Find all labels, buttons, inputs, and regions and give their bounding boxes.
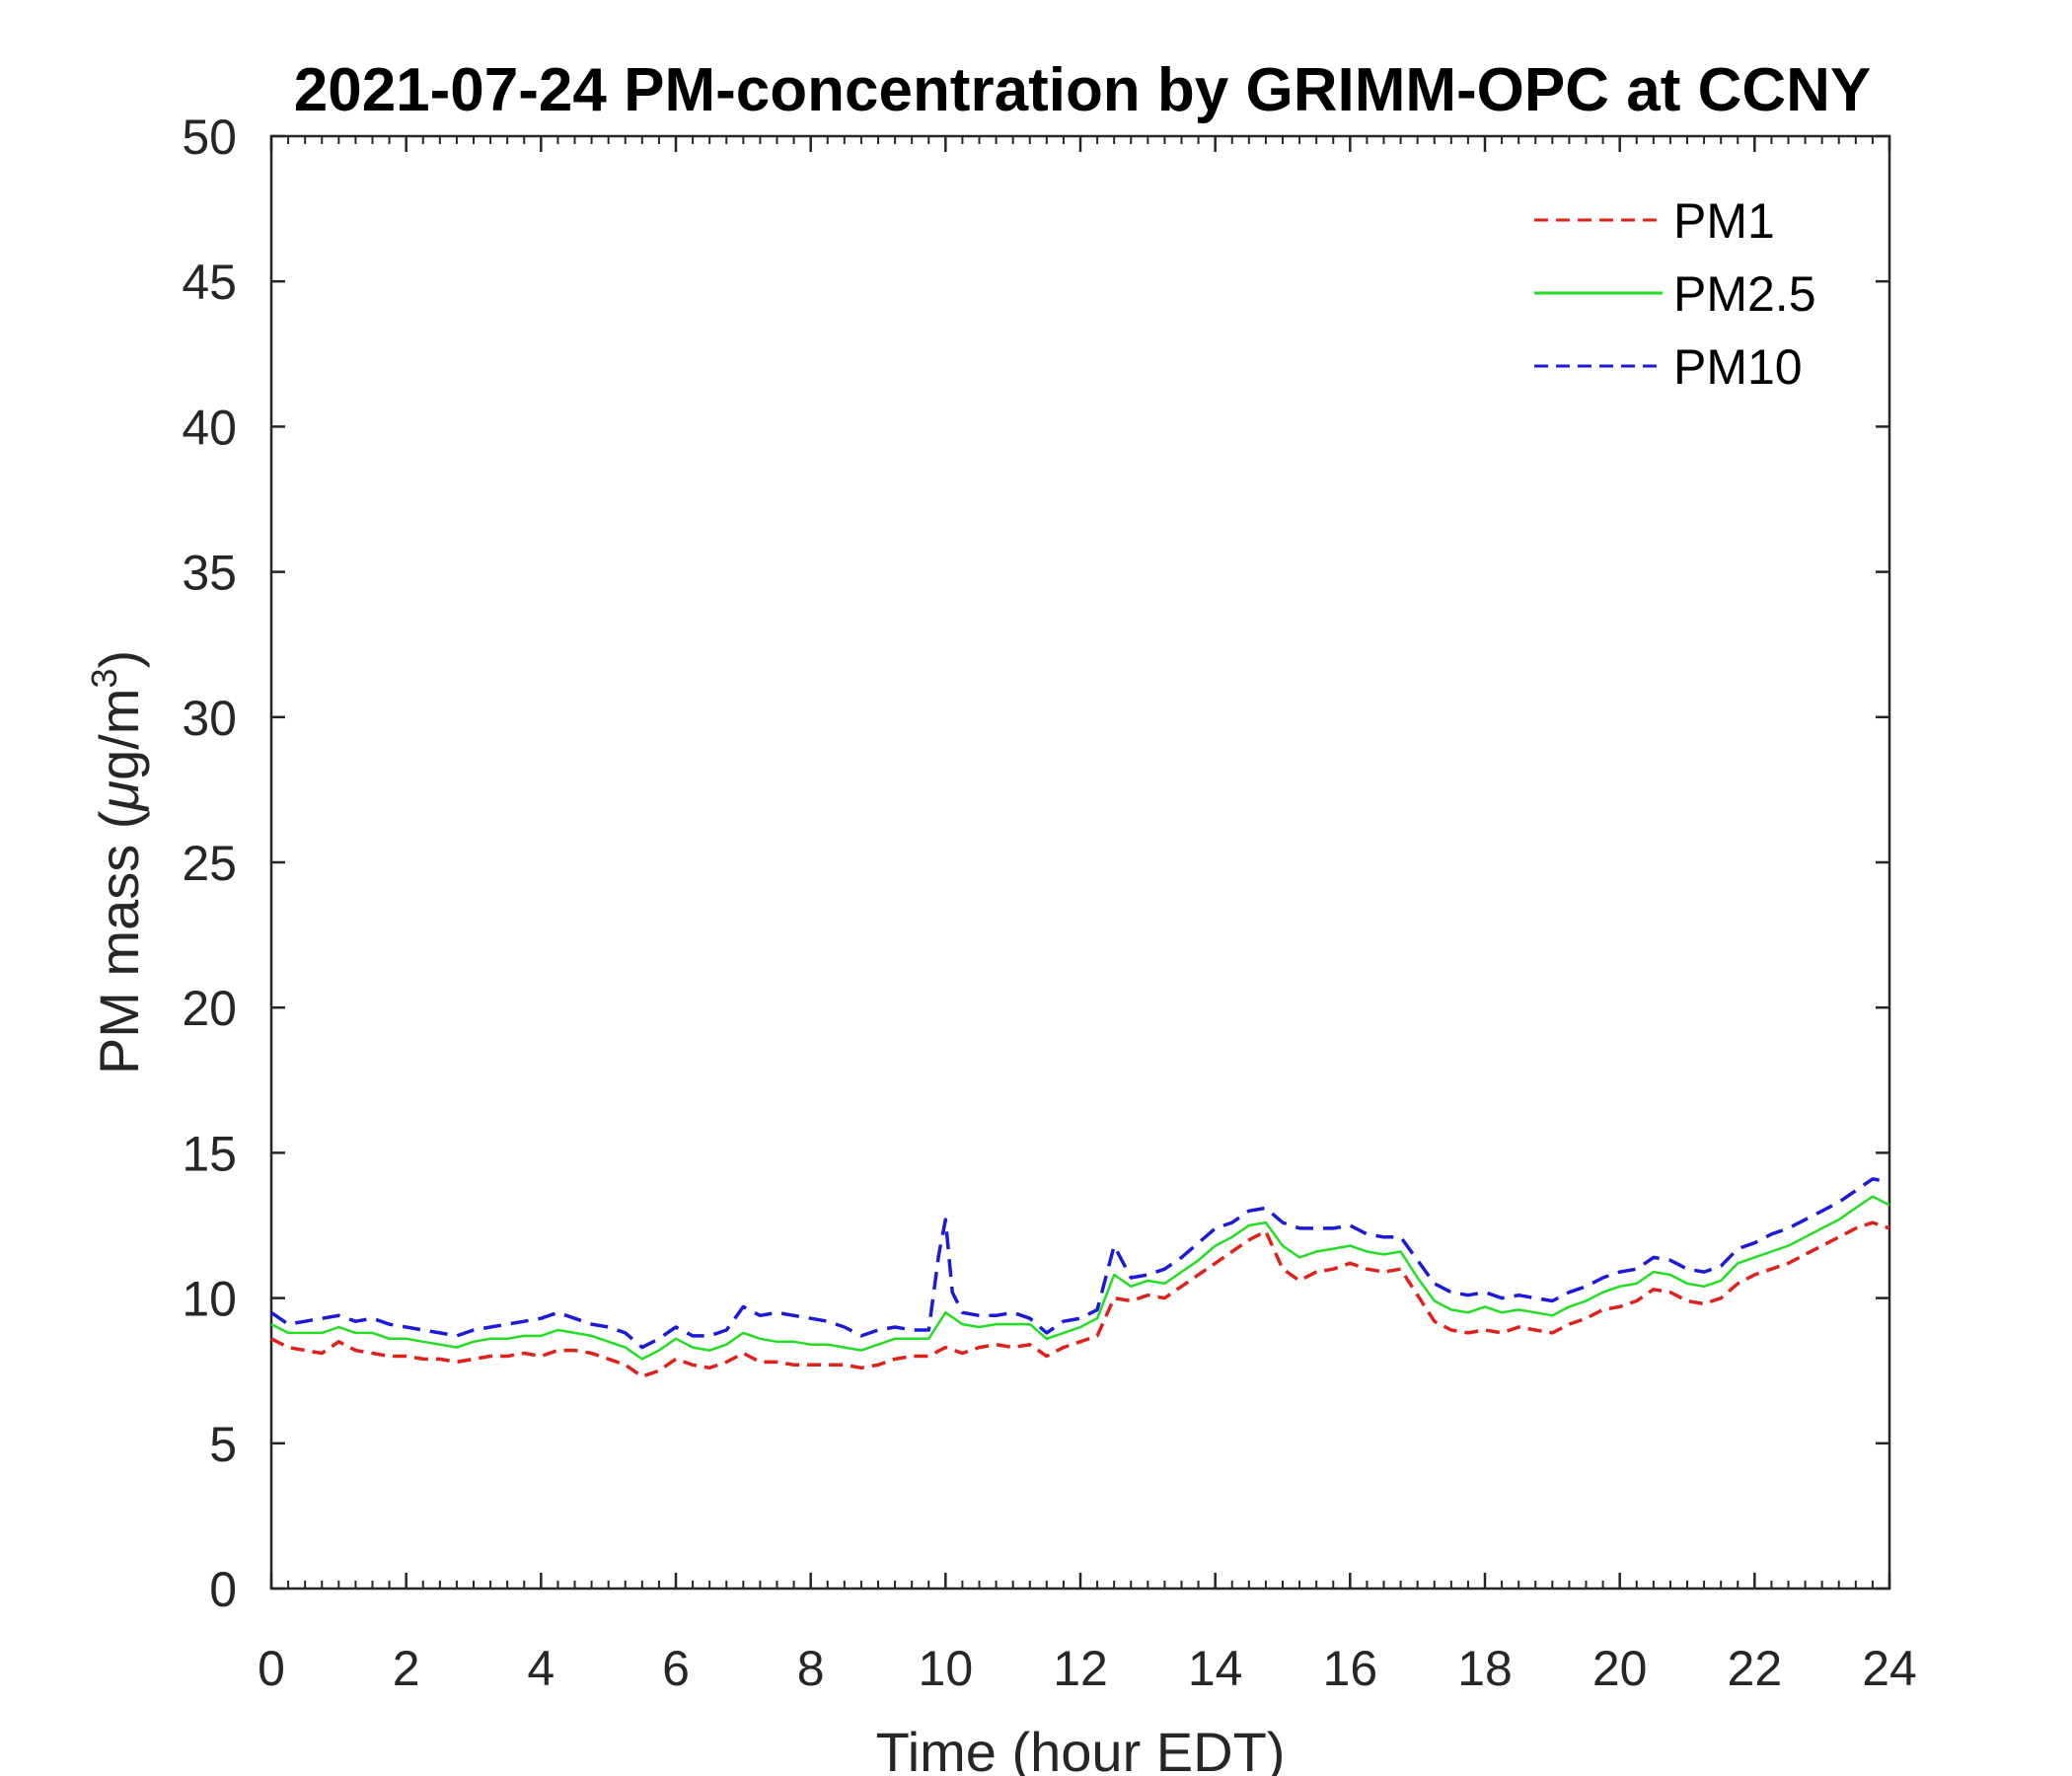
y-axis-label-close: ) [88,650,150,669]
y-axis-label: PM mass (μg/m3) [84,650,150,1074]
x-tick-label: 22 [1728,1641,1783,1696]
series-layer [270,1177,1890,1378]
y-tick-label: 45 [182,255,237,310]
y-tick-label: 30 [182,691,237,746]
y-tick-label: 0 [209,1562,237,1617]
x-tick-label: 20 [1592,1641,1648,1696]
x-tick-labels: 0 2 4 6 8 10 12 14 16 18 20 22 24 [258,1641,1917,1696]
y-tick-label: 10 [182,1272,237,1327]
x-tick-label: 12 [1053,1641,1108,1696]
y-tick-label: 50 [182,110,237,165]
x-tick-label: 18 [1457,1641,1513,1696]
y-axis-label-mu: μ [88,780,150,813]
series-line-pm10 [270,1177,1890,1350]
x-tick-label: 10 [919,1641,974,1696]
x-tick-label: 24 [1862,1641,1917,1696]
x-axis-label: Time (hour EDT) [876,1721,1286,1776]
y-tick-label: 5 [209,1417,237,1472]
x-tick-label: 0 [258,1641,285,1696]
series-line-pm1 [270,1221,1890,1378]
y-axis-label-main: PM mass ( [88,810,150,1074]
legend: PM1 PM2.5 PM10 [1534,193,1816,395]
series-line-pm25 [270,1195,1890,1361]
x-tick-label: 2 [393,1641,420,1696]
x-tick-label: 14 [1188,1641,1243,1696]
axis-ticks [269,134,1891,1591]
x-tick-label: 8 [797,1641,825,1696]
plot-area [269,134,1891,1591]
y-tick-label: 15 [182,1126,237,1181]
legend-label-pm1: PM1 [1673,193,1775,249]
y-tick-label: 40 [182,400,237,455]
x-tick-label: 4 [527,1641,555,1696]
legend-label-pm25: PM2.5 [1673,266,1816,322]
y-axis-label-unit: g/m [88,689,150,780]
y-axis-label-sup: 3 [84,669,124,689]
x-tick-label: 6 [662,1641,690,1696]
y-tick-labels: 0 5 10 15 20 25 30 35 40 45 50 [182,110,237,1617]
chart-title: 2021-07-24 PM-concentration by GRIMM-OPC… [294,56,1872,124]
y-tick-label: 35 [182,546,237,601]
legend-label-pm10: PM10 [1673,339,1803,395]
y-tick-label: 25 [182,836,237,891]
y-tick-label: 20 [182,981,237,1036]
x-tick-label: 16 [1323,1641,1378,1696]
